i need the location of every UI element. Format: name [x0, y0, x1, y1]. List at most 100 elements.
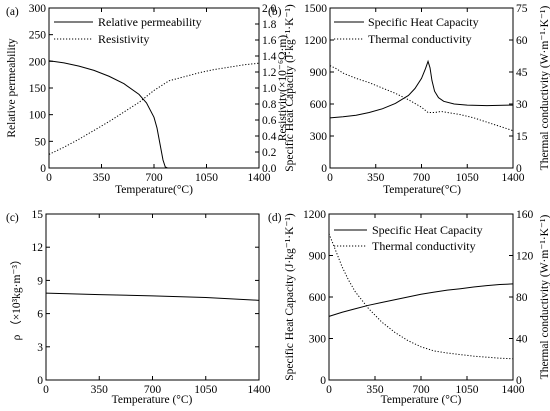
- panel-b-ticks: 0 350 700 1050 14000300600900120015000153045…: [304, 3, 528, 184]
- panel-c-xtick-label-0: 0: [43, 384, 49, 396]
- panel-c-frame: [45, 213, 260, 381]
- panel-a-xtick-label-3: 1050: [195, 172, 218, 184]
- panel-d-xtick-label-4: 1400: [502, 384, 525, 396]
- panel-c-series-0-line: [45, 292, 260, 301]
- panel-b-xlabel: Temperature(°C): [383, 184, 461, 196]
- panel-b-legend-conductivity: Thermal conductivity: [368, 32, 472, 46]
- panel-a-series: [48, 60, 260, 169]
- panel-d-xtick-label-0: 0: [326, 384, 332, 396]
- panel-b-ytick-label-5: 1500: [304, 3, 327, 15]
- panel-a-ytick-label-3: 150: [29, 83, 47, 95]
- panel-c-ticks: 0 350 700 1050 1400 0 3 6 9 12 15: [32, 209, 271, 396]
- panel-d-label: (d): [268, 212, 282, 224]
- panel-a-frame: [48, 7, 260, 169]
- panel-d-ytick-right-label-3: 120: [516, 251, 534, 263]
- panel-a-ytick-label-5: 250: [29, 30, 47, 42]
- panel-a-ytick-right-label-1: 0.2: [262, 147, 277, 159]
- panel-b-series: [329, 59, 514, 132]
- panel-b-ytick-right-label-0: 0: [516, 163, 522, 175]
- panel-b-legend: Specific Heat Capacity Thermal conductiv…: [334, 15, 479, 46]
- panel-d-ytick-label-4: 1200: [303, 209, 326, 221]
- panel-d-xtick-label-3: 1050: [456, 384, 479, 396]
- panel-a-legend-permeability: Relative permeability: [98, 15, 202, 29]
- panel-c-xtick-label-1: 350: [91, 384, 109, 396]
- panel-c-ytick-label-3: 9: [37, 275, 43, 287]
- panel-d-series-0-line: [328, 283, 514, 317]
- panel-a-ytick-right-label-4: 0.8: [262, 99, 277, 111]
- panel-c-series: [45, 292, 260, 301]
- panel-b-xtick-label-1: 350: [367, 172, 385, 184]
- panel-b-ytick-right-label-5: 75: [516, 3, 528, 15]
- panel-c-xtick-label-4: 1400: [248, 384, 271, 396]
- panel-b-ytick-right-label-1: 15: [516, 131, 528, 143]
- panel-a-xtick-label-4: 1400: [248, 172, 271, 184]
- panel-a-ytick-right-label-3: 0.6: [262, 115, 277, 127]
- panel-a-ytick-right-label-8: 1.6: [262, 35, 277, 47]
- panel-d-ytick-right-label-0: 0: [516, 375, 522, 387]
- panel-d-ytick-label-1: 300: [309, 334, 327, 346]
- panel-a-ytick-label-6: 300: [29, 3, 47, 15]
- panel-b-ytick-label-1: 300: [310, 131, 328, 143]
- panel-d-ytick-right-label-1: 40: [516, 334, 528, 346]
- panel-c-xlabel: Temperature (°C): [112, 394, 193, 406]
- panel-a-ytick-right-label-10: 2.0: [262, 3, 277, 15]
- panel-a-ytick-right-label-6: 1.2: [262, 67, 277, 79]
- panel-b-ytick-label-2: 600: [310, 99, 328, 111]
- panel-b-legend-heat: Specific Heat Capacity: [368, 15, 479, 29]
- panel-d-legend-conductivity: Thermal conductivity: [372, 239, 476, 253]
- panel-a: (a) Temperature(°C) Relative permeabilit…: [6, 3, 289, 196]
- panel-a-ytick-label-0: 0: [40, 163, 46, 175]
- panel-a-xlabel: Temperature(°C): [115, 184, 193, 196]
- panel-c-label: (c): [6, 212, 19, 224]
- panel-c-ytick-label-0: 0: [37, 375, 43, 387]
- panel-b-ylabel-right: Thermal conductivity (W·m⁻¹·K⁻¹): [539, 6, 550, 171]
- panel-a-xtick-label-2: 700: [145, 172, 163, 184]
- panel-c-xtick-label-3: 1050: [194, 384, 217, 396]
- panel-a-ytick-right-label-9: 1.8: [262, 19, 277, 31]
- panel-c-ytick-label-5: 15: [32, 209, 44, 221]
- panel-d-legend-heat: Specific Heat Capacity: [372, 223, 483, 237]
- panel-b-ytick-right-label-3: 45: [516, 67, 528, 79]
- panel-b: (b) Temperature(°C) Specific Heat Capaci…: [268, 3, 550, 196]
- panel-b-xtick-label-2: 700: [413, 172, 431, 184]
- panel-d-series: [328, 233, 514, 360]
- panel-d-legend: Specific Heat Capacity Thermal conductiv…: [334, 223, 483, 253]
- panel-a-legend: Relative permeability Resistivity: [54, 15, 202, 46]
- panel-a-label: (a): [6, 6, 19, 18]
- panel-b-ytick-right-label-4: 60: [516, 35, 528, 47]
- panel-c-ytick-label-4: 12: [32, 242, 44, 254]
- panel-b-xtick-label-3: 1050: [456, 172, 479, 184]
- panel-a-xtick-label-1: 350: [93, 172, 111, 184]
- panel-d-ytick-right-label-4: 160: [516, 209, 534, 221]
- panel-a-xtick-label-0: 0: [46, 172, 52, 184]
- panel-a-ylabel-right: Resistivity(×10⁻⁶Ω·m): [277, 35, 289, 141]
- panel-d-xtick-label-2: 700: [412, 384, 430, 396]
- panel-a-series-1-line: [48, 62, 260, 155]
- panel-c-ytick-label-1: 3: [37, 342, 43, 354]
- panel-b-ytick-label-4: 1200: [304, 35, 327, 47]
- panel-d-ylabel: Specific Heat Capacity (J·kg⁻¹·K⁻¹): [284, 213, 296, 381]
- panel-b-series-0-line: [329, 59, 514, 119]
- panel-a-ytick-right-label-5: 1.0: [262, 83, 277, 95]
- panel-a-ylabel: Relative permeability: [6, 38, 18, 138]
- panel-d: (d) Temperature (°C) Specific Heat Capac…: [268, 209, 550, 406]
- panel-b-xtick-label-4: 1400: [502, 172, 525, 184]
- panel-d-series-1-line: [328, 233, 514, 360]
- panel-a-legend-resistivity: Resistivity: [98, 32, 149, 46]
- panel-d-ytick-label-2: 600: [309, 292, 327, 304]
- panel-a-ytick-right-label-7: 1.4: [262, 51, 277, 63]
- panel-b-ylabel: Specific Heat Capacity (J·kg⁻¹·K⁻¹): [284, 4, 296, 172]
- panel-b-series-1-line: [329, 65, 514, 132]
- panel-b-ytick-label-0: 0: [321, 163, 327, 175]
- panel-a-ytick-right-label-2: 0.4: [262, 131, 277, 143]
- panel-b-ytick-right-label-2: 30: [516, 99, 528, 111]
- panel-d-xlabel: Temperature (°C): [381, 394, 462, 406]
- panel-c: (c) Temperature (°C) ρ （×10³kg·m⁻³） 0 350…: [6, 209, 271, 406]
- panel-c-ylabel: ρ （×10³kg·m⁻³）: [10, 254, 23, 341]
- panel-a-ytick-label-2: 100: [29, 110, 47, 122]
- panel-d-ytick-label-3: 900: [309, 251, 327, 263]
- panel-d-ytick-label-0: 0: [320, 375, 326, 387]
- panel-d-xtick-label-1: 350: [366, 384, 384, 396]
